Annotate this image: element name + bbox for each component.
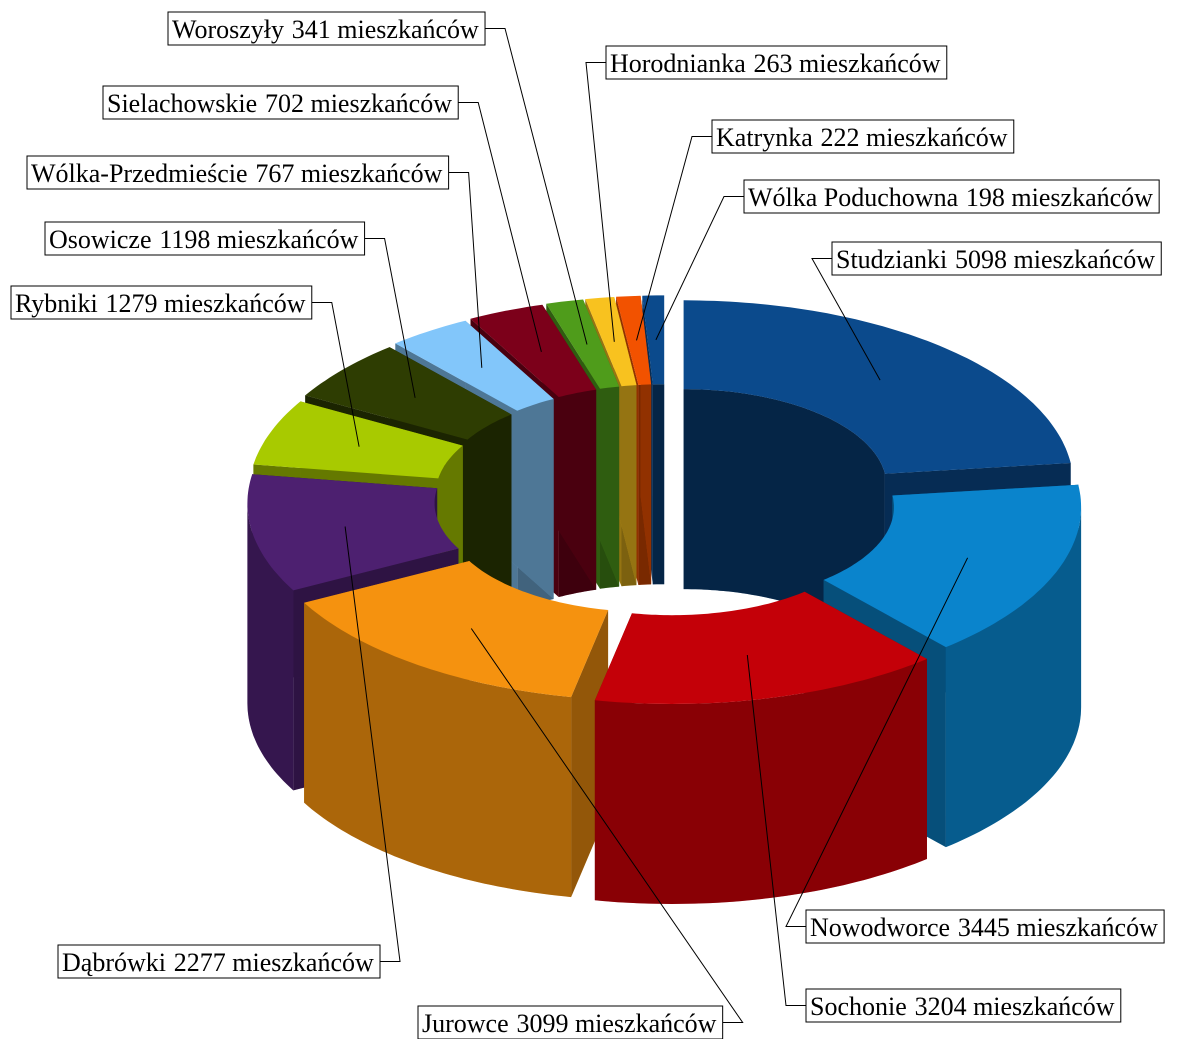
data-label-value: 767 mieszkańców xyxy=(255,159,442,188)
leader-line xyxy=(811,258,881,381)
data-label: Rybniki 1279 mieszkańców xyxy=(15,289,306,318)
slice-top xyxy=(470,304,597,397)
data-label-value: 341 mieszkańców xyxy=(292,15,479,44)
data-label-category: Osowicze xyxy=(49,225,152,254)
slice xyxy=(594,591,927,904)
slice-top xyxy=(683,300,1071,474)
leader-line xyxy=(344,526,401,962)
slice-shade xyxy=(945,507,1082,848)
data-label-category: Wólka-Przedmieście xyxy=(31,159,248,188)
leader-line xyxy=(311,302,360,447)
slice-top xyxy=(305,347,512,440)
leader-line xyxy=(585,62,615,342)
data-label-value: 222 mieszkańców xyxy=(821,123,1008,152)
data-label: Studzianki 5098 mieszkańców xyxy=(836,245,1155,274)
data-label-category: Studzianki xyxy=(836,245,947,274)
data-label-value: 1279 mieszkańców xyxy=(106,289,306,318)
slice xyxy=(304,561,609,898)
data-label: Horodnianka 263 mieszkańców xyxy=(610,49,941,78)
data-label-category: Dąbrówki xyxy=(62,948,166,977)
data-label: Wólka Poduchowna 198 mieszkańców xyxy=(748,183,1153,212)
leader-line xyxy=(364,238,416,398)
leader-line xyxy=(655,196,744,341)
slice-wall xyxy=(247,503,294,791)
slice-shade xyxy=(652,384,665,585)
slice-wall xyxy=(945,507,1082,848)
data-label: Sochonie 3204 mieszkańców xyxy=(810,992,1115,1021)
slice-top xyxy=(823,484,1082,648)
slice-top xyxy=(395,320,554,411)
leader-line xyxy=(448,172,483,368)
data-label-category: Jurowce xyxy=(422,1009,509,1038)
leader-line xyxy=(485,28,588,345)
data-label: Sielachowskie 702 mieszkańców xyxy=(107,89,452,118)
leader-line xyxy=(458,102,542,353)
data-label: Dąbrówki 2277 mieszkańców xyxy=(62,948,374,977)
slice-top xyxy=(247,474,459,591)
data-label-category: Woroszyły xyxy=(172,15,284,44)
data-label-value: 1198 mieszkańców xyxy=(159,225,358,254)
data-label-value: 5098 mieszkańców xyxy=(955,245,1155,274)
data-label-category: Sochonie xyxy=(810,992,907,1021)
leader-line xyxy=(636,136,712,341)
data-label-category: Katrynka xyxy=(716,123,813,152)
leader-line xyxy=(746,654,806,1006)
slice-top xyxy=(304,561,609,698)
data-label-category: Rybniki xyxy=(15,289,98,318)
data-label: Nowodworce 3445 mieszkańców xyxy=(810,913,1158,942)
data-label: Wólka-Przedmieście 767 mieszkańców xyxy=(31,159,443,188)
data-label-value: 198 mieszkańców xyxy=(966,183,1153,212)
slice-top xyxy=(594,591,927,704)
data-label-value: 2277 mieszkańców xyxy=(174,948,374,977)
leader-line xyxy=(470,628,744,1023)
data-label-value: 702 mieszkańców xyxy=(265,89,452,118)
slice-top xyxy=(546,299,620,389)
data-label-category: Wólka Poduchowna xyxy=(748,183,959,212)
data-label: Osowicze 1198 mieszkańców xyxy=(49,225,359,254)
data-label: Jurowce 3099 mieszkańców xyxy=(422,1009,717,1038)
data-label-category: Sielachowskie xyxy=(107,89,257,118)
data-label-value: 263 mieszkańców xyxy=(754,49,941,78)
data-label: Katrynka 222 mieszkańców xyxy=(716,123,1008,152)
data-label-category: Horodnianka xyxy=(610,49,746,78)
data-label-value: 3204 mieszkańców xyxy=(915,992,1115,1021)
slice-wall xyxy=(304,602,572,898)
data-label: Woroszyły 341 mieszkańców xyxy=(172,15,479,44)
data-label-category: Nowodworce xyxy=(810,913,950,942)
data-label-value: 3099 mieszkańców xyxy=(516,1009,716,1038)
slice-top xyxy=(585,297,637,387)
slice-shade xyxy=(304,602,572,898)
slice-shade xyxy=(247,503,294,791)
slice-top xyxy=(642,295,665,385)
leader-line xyxy=(785,557,969,927)
data-label-value: 3445 mieszkańców xyxy=(958,913,1158,942)
